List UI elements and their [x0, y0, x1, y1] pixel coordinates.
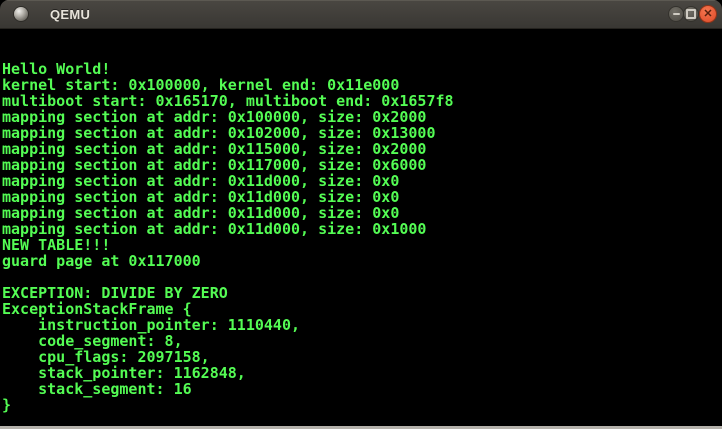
qemu-app-icon	[14, 7, 28, 21]
screen-edge-bottom	[0, 426, 722, 429]
vga-console[interactable]: Hello World! kernel start: 0x100000, ker…	[0, 29, 722, 426]
titlebar[interactable]: QEMU ✕	[0, 0, 722, 29]
console-output: Hello World! kernel start: 0x100000, ker…	[2, 60, 454, 414]
window-title: QEMU	[50, 6, 91, 22]
minimize-icon	[672, 13, 680, 15]
maximize-icon	[686, 9, 696, 19]
minimize-button[interactable]	[668, 6, 684, 22]
close-icon: ✕	[703, 7, 713, 20]
window-controls: ✕	[668, 0, 717, 28]
maximize-button[interactable]	[683, 6, 699, 22]
close-button[interactable]: ✕	[699, 5, 717, 23]
